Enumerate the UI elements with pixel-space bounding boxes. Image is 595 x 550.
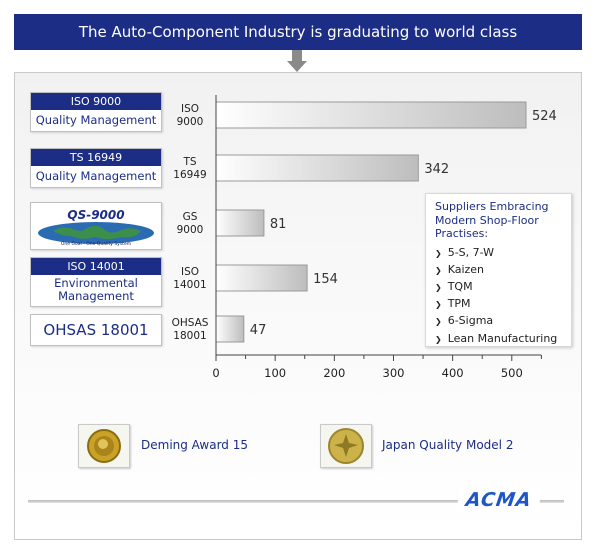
cert-title: ISO 14001 bbox=[31, 258, 161, 275]
data-label: 81 bbox=[270, 217, 287, 232]
cert-badge-ohsas-18001: OHSAS 18001 bbox=[30, 314, 162, 346]
data-label: 154 bbox=[313, 272, 338, 287]
cert-badge-ts-16949: TS 16949 Quality Management bbox=[30, 148, 162, 188]
x-tick-label: 400 bbox=[442, 366, 464, 380]
cert-badge-qs-9000: QS-9000 One Goal - One Quality System bbox=[30, 202, 162, 250]
category-label: TS bbox=[182, 156, 196, 168]
list-item: ❯ Kaizen bbox=[435, 262, 571, 279]
header-banner: The Auto-Component Industry is graduatin… bbox=[14, 14, 582, 50]
data-label: 47 bbox=[250, 323, 267, 338]
list-item-label: Kaizen bbox=[447, 262, 485, 276]
bar bbox=[215, 154, 419, 182]
list-item: ❯ 5-S, 7-W bbox=[435, 245, 571, 262]
bar bbox=[215, 315, 245, 343]
bar bbox=[215, 264, 308, 292]
category-label: GS bbox=[183, 211, 198, 223]
list-item: ❯ 6-Sigma bbox=[435, 313, 571, 330]
chevron-right-icon: ❯ bbox=[435, 317, 442, 327]
list-item-label: 6-Sigma bbox=[447, 314, 494, 328]
list-item-label: TQM bbox=[447, 279, 473, 293]
bar bbox=[215, 209, 265, 237]
chevron-right-icon: ❯ bbox=[435, 334, 442, 344]
callout-title: Suppliers Embracing Modern Shop-Floor Pr… bbox=[435, 200, 549, 240]
award-label-deming: Deming Award 15 bbox=[141, 438, 248, 452]
cert-badge-iso-14001: ISO 14001 Environmental Management bbox=[30, 257, 162, 307]
list-item-label: 5-S, 7-W bbox=[447, 245, 495, 259]
category-label: 9000 bbox=[177, 116, 204, 128]
cert-title: ISO 9000 bbox=[31, 93, 161, 110]
cert-subtitle: Environmental Management bbox=[54, 276, 138, 303]
acma-logo: ACMA bbox=[456, 489, 542, 511]
data-label: 524 bbox=[532, 109, 557, 124]
chevron-right-icon: ❯ bbox=[435, 300, 442, 310]
qs-9000-logo: QS-9000 One Goal - One Quality System bbox=[38, 208, 154, 247]
list-item: ❯ TQM bbox=[435, 279, 571, 296]
category-label: ISO bbox=[181, 266, 199, 278]
cert-subtitle: Quality Management bbox=[35, 169, 157, 183]
x-tick-label: 0 bbox=[212, 366, 219, 380]
category-label: 16949 bbox=[173, 169, 206, 181]
list-item: ❯ Lean Manufacturing bbox=[435, 331, 571, 348]
medal-icon bbox=[78, 424, 130, 468]
x-tick-label: 100 bbox=[264, 366, 286, 380]
cert-title: TS 16949 bbox=[31, 149, 161, 166]
cert-title: OHSAS 18001 bbox=[43, 321, 149, 339]
cert-badge-iso-9000: ISO 9000 Quality Management bbox=[30, 92, 162, 132]
chevron-right-icon: ❯ bbox=[435, 248, 442, 258]
x-tick-label: 200 bbox=[323, 366, 345, 380]
category-label: OHSAS bbox=[172, 317, 209, 329]
chevron-right-icon: ❯ bbox=[435, 282, 442, 292]
award-label-japan-quality: Japan Quality Model 2 bbox=[382, 438, 514, 452]
category-label: 18001 bbox=[173, 330, 206, 342]
practices-callout: Suppliers Embracing Modern Shop-Floor Pr… bbox=[425, 193, 572, 347]
list-item: ❯ TPM bbox=[435, 296, 571, 313]
header-title: The Auto-Component Industry is graduatin… bbox=[78, 23, 518, 41]
list-item-label: TPM bbox=[447, 297, 471, 311]
category-label: 9000 bbox=[177, 224, 204, 236]
chevron-right-icon: ❯ bbox=[435, 265, 442, 275]
qs-logo-text: QS-9000 bbox=[67, 208, 124, 222]
cert-subtitle: Quality Management bbox=[35, 113, 157, 127]
category-label: 14001 bbox=[173, 279, 206, 291]
footer-divider bbox=[28, 500, 564, 503]
data-label: 342 bbox=[424, 162, 449, 177]
medal-icon bbox=[320, 424, 372, 468]
list-item-label: Lean Manufacturing bbox=[447, 331, 558, 345]
x-tick-label: 500 bbox=[501, 366, 523, 380]
x-tick-label: 300 bbox=[383, 366, 405, 380]
qs-logo-subtext: One Goal - One Quality System bbox=[61, 241, 131, 247]
category-label: ISO bbox=[181, 103, 199, 115]
bar bbox=[215, 101, 527, 129]
down-arrow-icon bbox=[287, 50, 307, 72]
practices-list: ❯ 5-S, 7-W ❯ Kaizen ❯ TQM ❯ TPM ❯ 6-Sigma ❯ Le… bbox=[426, 245, 571, 348]
